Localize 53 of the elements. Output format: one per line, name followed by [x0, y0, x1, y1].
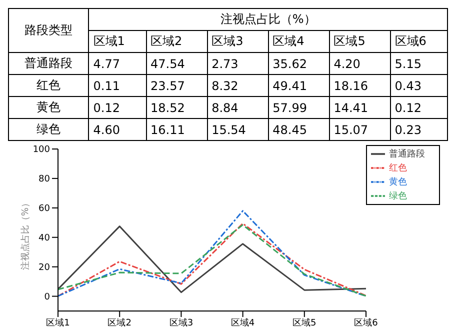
data-label: 4.77	[88, 52, 146, 74]
data-label: 23.57	[146, 74, 208, 96]
y-tick-label: 红色	[8, 74, 89, 96]
data-label: 35.62	[268, 52, 330, 74]
y-tick-label: 0	[44, 292, 50, 302]
x-tick-label: 区域4	[230, 317, 255, 328]
data-label: 4.60	[88, 118, 146, 140]
y-axis-title: 注视点占比（%）	[20, 198, 32, 270]
legend-label: 绿色	[389, 191, 407, 202]
data-label: 5.15	[390, 52, 448, 74]
x-tick-label: 区域6	[354, 317, 378, 328]
x-tick-label: 区域6	[390, 30, 448, 52]
y-tick-label: 20	[38, 263, 50, 274]
x-tick-label: 区域4	[268, 30, 330, 52]
data-label: 18.52	[146, 96, 208, 118]
x-tick-label: 区域5	[329, 30, 390, 52]
data-label: 0.12	[390, 96, 448, 118]
data-label: 47.54	[146, 52, 208, 74]
y-tick-label: 60	[38, 204, 50, 214]
data-label: 49.41	[268, 74, 330, 96]
x-tick-label: 区域3	[207, 30, 268, 52]
data-label: 15.07	[329, 118, 390, 140]
x-tick-label: 区域3	[169, 317, 194, 328]
data-label: 15.54	[207, 118, 268, 140]
y-tick-label: 绿色	[8, 118, 89, 140]
data-label: 16.11	[146, 118, 208, 140]
legend-label: 黄色	[389, 177, 407, 188]
x-tick-label: 区域2	[146, 30, 208, 52]
data-label: 8.84	[207, 96, 268, 118]
y-tick-label: 普通路段	[8, 52, 89, 74]
y-tick-label: 40	[38, 234, 50, 244]
data-label: 0.43	[390, 74, 448, 96]
legend-label: 普通路段	[389, 149, 425, 160]
data-label: 0.11	[88, 74, 146, 96]
y-tick-label: 100	[32, 145, 50, 156]
chart-title: 注视点占比（%）	[88, 8, 448, 30]
data-label: 2.73	[207, 52, 268, 74]
legend-label: 红色	[389, 163, 407, 174]
y-tick-label: 80	[38, 174, 50, 185]
data-label: 57.99	[268, 96, 330, 118]
data-label: 48.45	[268, 118, 330, 140]
data-label: 0.23	[390, 118, 448, 140]
x-tick-label: 区域1	[88, 30, 146, 52]
y-tick-label: 黄色	[8, 96, 89, 118]
x-tick-label: 区域1	[46, 317, 70, 328]
data-label: 14.41	[329, 96, 390, 118]
data-label: 8.32	[207, 74, 268, 96]
data-label: 0.12	[88, 96, 146, 118]
y-axis-title: 路段类型	[8, 8, 89, 52]
x-tick-label: 区域5	[292, 317, 316, 328]
x-tick-label: 区域2	[108, 317, 132, 328]
data-label: 4.20	[329, 52, 390, 74]
data-label: 18.16	[329, 74, 390, 96]
